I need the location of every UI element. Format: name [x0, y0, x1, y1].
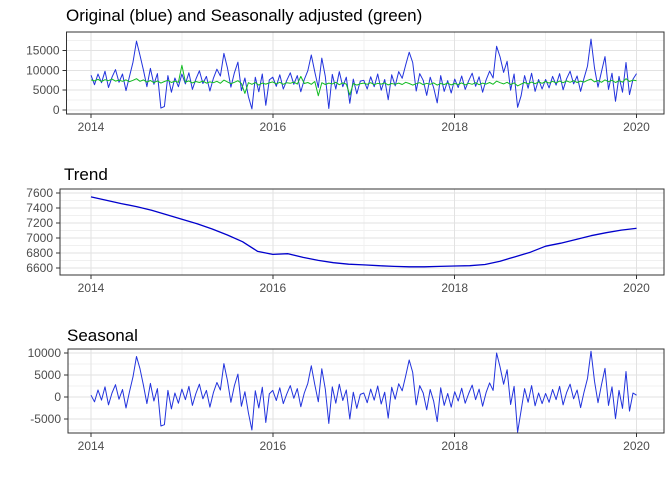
x-tick-label: 2016: [259, 439, 286, 453]
x-tick-label: 2020: [623, 281, 650, 295]
x-tick-label: 2018: [441, 281, 468, 295]
y-tick-label: 5000: [33, 83, 60, 97]
y-tick-label: -5000: [30, 412, 61, 426]
panel-border: [66, 31, 665, 115]
x-tick-label: 2018: [441, 120, 468, 134]
y-tick-label: 5000: [34, 368, 61, 382]
y-tick-label: 7400: [26, 201, 53, 215]
series-line-seasonal: [90, 350, 637, 433]
x-tick-label: 2020: [623, 120, 650, 134]
y-tick-label: 0: [54, 390, 61, 404]
chart-title-original: Original (blue) and Seasonally adjusted …: [66, 6, 423, 25]
chart-title-seasonal: Seasonal: [67, 326, 138, 345]
x-tick-label: 2014: [78, 439, 105, 453]
y-tick-label: 7000: [26, 231, 53, 245]
panel-border: [59, 188, 665, 276]
y-tick-label: 7200: [26, 216, 53, 230]
y-tick-label: 6800: [26, 246, 53, 260]
panel-background: [66, 32, 664, 114]
series-line-original: [90, 38, 637, 110]
y-tick-label: 10000: [28, 346, 62, 360]
y-tick-label: 10000: [26, 63, 60, 77]
x-tick-label: 2016: [259, 120, 286, 134]
y-tick-label: 7600: [26, 186, 53, 200]
series-line-seasonally-adjusted: [90, 64, 637, 97]
x-tick-label: 2016: [259, 281, 286, 295]
x-tick-label: 2018: [441, 439, 468, 453]
x-tick-label: 2014: [78, 281, 105, 295]
panel-background: [60, 189, 664, 275]
chart-title-trend: Trend: [64, 165, 108, 184]
y-tick-label: 15000: [26, 44, 60, 58]
series-line-trend: [90, 196, 637, 268]
panel-border: [67, 348, 665, 434]
y-tick-label: 6600: [26, 261, 53, 275]
x-tick-label: 2014: [78, 120, 105, 134]
x-tick-label: 2020: [623, 439, 650, 453]
y-tick-label: 0: [53, 103, 60, 117]
